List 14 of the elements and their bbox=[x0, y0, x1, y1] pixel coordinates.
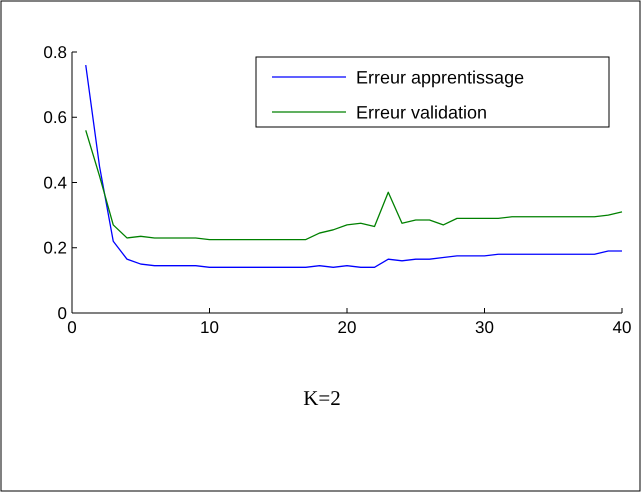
y-tick-label: 0.6 bbox=[43, 108, 67, 128]
line-series bbox=[85, 64, 623, 268]
x-tick-label: 10 bbox=[200, 318, 219, 337]
x-tick-label: 40 bbox=[612, 318, 632, 337]
y-tick-label: 0.8 bbox=[43, 42, 67, 62]
x-tick-label: 30 bbox=[475, 318, 494, 337]
y-tick-label: 0 bbox=[58, 304, 67, 323]
line-series bbox=[85, 130, 623, 240]
legend-label: Erreur validation bbox=[356, 102, 488, 122]
text: K=2 bbox=[303, 386, 341, 410]
x-tick-label: 20 bbox=[338, 318, 356, 337]
legend-label: Erreur apprentissage bbox=[356, 67, 524, 88]
y-tick-label: 0.2 bbox=[43, 238, 67, 258]
y-tick-label: 0.4 bbox=[43, 173, 67, 192]
